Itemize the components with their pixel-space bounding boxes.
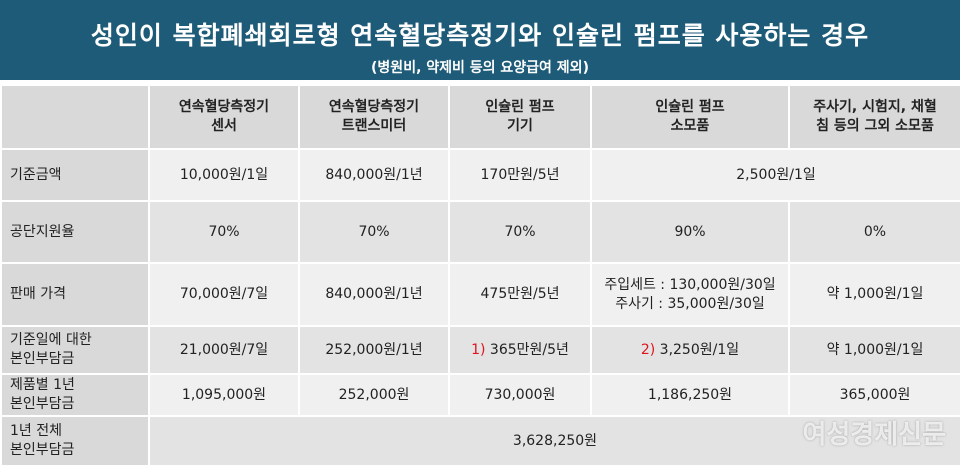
- line: 본인부담금: [10, 442, 75, 458]
- cell: 1) 365만원/5년: [448, 325, 592, 375]
- note: 2): [640, 341, 656, 358]
- line: 인슐린 펌프: [485, 99, 555, 115]
- cell: 2,500원/1일: [590, 148, 960, 202]
- cell: 170만원/5년: [448, 148, 592, 202]
- cell: 252,000원/1년: [298, 325, 450, 375]
- cell: 3,628,250원: [148, 415, 960, 467]
- row-label: 기준금액: [0, 148, 150, 202]
- cell: 1,186,250원: [590, 373, 790, 417]
- cell: 730,000원: [448, 373, 592, 417]
- line: 기준일에 대한: [10, 332, 92, 348]
- banner: 성인이 복합폐쇄회로형 연속혈당측정기와 인슐린 펌프를 사용하는 경우 (병원…: [0, 0, 960, 80]
- line: 트랜스미터: [341, 118, 407, 134]
- cell: 840,000원/1년: [298, 148, 450, 202]
- line: 본인부담금: [10, 396, 75, 412]
- line: 인슐린 펌프: [655, 99, 725, 115]
- corner-cell: [0, 84, 150, 150]
- cell: 21,000원/7일: [148, 325, 300, 375]
- subtitle: (병원비, 약제비 등의 요양급여 제외): [371, 60, 589, 76]
- line: 주사기, 시험지, 채혈: [813, 99, 937, 115]
- row: 기준금액 10,000원/1일 840,000원/1년 170만원/5년 2,5…: [0, 148, 960, 202]
- row: 공단지원율 70% 70% 70% 90% 0%: [0, 200, 960, 264]
- cell: 840,000원/1년: [298, 262, 450, 327]
- cell: 1,095,000원: [148, 373, 300, 417]
- line: 연속혈당측정기: [178, 99, 270, 115]
- line: 본인부담금: [10, 351, 75, 367]
- watermark: 여성경제신문: [802, 420, 946, 450]
- line: 제품별 1년: [10, 377, 75, 393]
- note: 1): [471, 341, 486, 358]
- cell: 약 1,000원/1일: [788, 325, 960, 375]
- cell: 70%: [148, 200, 300, 264]
- cell: 70%: [448, 200, 592, 264]
- title: 성인이 복합폐쇄회로형 연속혈당측정기와 인슐린 펌프를 사용하는 경우: [90, 21, 870, 50]
- row-label: 공단지원율: [0, 200, 150, 264]
- line: 연속혈당측정기: [328, 99, 420, 115]
- cell: 90%: [590, 200, 790, 264]
- cell: 약 1,000원/1일: [788, 262, 960, 327]
- cell: 252,000원: [298, 373, 450, 417]
- line: 센서: [211, 118, 237, 134]
- line: 소모품: [670, 118, 710, 134]
- cell-text: 3,250원/1일: [659, 341, 740, 358]
- cell: 475만원/5년: [448, 262, 592, 327]
- row: 판매 가격 70,000원/7일 840,000원/1년 475만원/5년 주입…: [0, 262, 960, 327]
- cell: 365,000원: [788, 373, 960, 417]
- cell: 70%: [298, 200, 450, 264]
- cell: 2) 3,250원/1일: [590, 325, 790, 375]
- line: 기기: [507, 118, 533, 134]
- cell: 10,000원/1일: [148, 148, 300, 202]
- line: 주입세트 : 130,000원/30일: [604, 276, 776, 293]
- cell: 0%: [788, 200, 960, 264]
- row-label: 판매 가격: [0, 262, 150, 327]
- line: 침 등의 그외 소모품: [816, 118, 934, 134]
- line: 주사기 : 35,000원/30일: [615, 295, 765, 312]
- line: 1년 전체: [10, 423, 62, 439]
- cell: 70,000원/7일: [148, 262, 300, 327]
- cell-text: 365만원/5년: [489, 341, 569, 358]
